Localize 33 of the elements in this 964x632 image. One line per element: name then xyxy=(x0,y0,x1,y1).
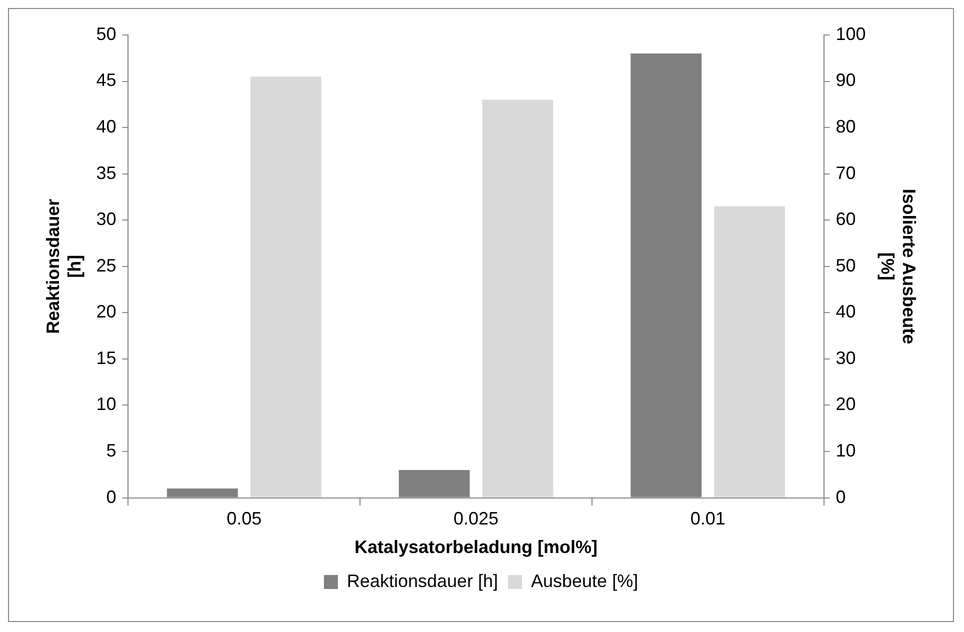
bar xyxy=(250,76,322,498)
x-tick-label: 0.05 xyxy=(226,508,262,529)
y2-tick-label: 60 xyxy=(836,209,856,230)
bar xyxy=(482,100,554,498)
legend-label: Reaktionsdauer [h] xyxy=(346,570,498,591)
y-tick-label: 0 xyxy=(106,486,116,507)
legend-label: Ausbeute [%] xyxy=(531,570,638,591)
y2-tick-label: 30 xyxy=(836,348,856,368)
x-axis-title: Katalysatorbeladung [mol%] xyxy=(354,537,598,558)
y2-tick-label: 100 xyxy=(836,24,866,44)
x-tick-label: 0.025 xyxy=(453,508,499,529)
y-tick-label: 5 xyxy=(106,440,116,460)
y-tick-label: 15 xyxy=(96,348,116,368)
y2-tick-label: 80 xyxy=(836,116,856,137)
bar xyxy=(714,206,786,498)
y2-axis-title: Isolierte Ausbeute [%] xyxy=(878,188,920,344)
y2-tick-label: 10 xyxy=(836,440,856,460)
y2-tick-label: 0 xyxy=(836,486,846,507)
y2-tick-label: 20 xyxy=(836,394,856,414)
x-tick-label: 0.01 xyxy=(690,508,726,529)
y-tick-label: 45 xyxy=(96,70,116,90)
y-tick-label: 10 xyxy=(96,394,116,414)
y2-tick-label: 50 xyxy=(836,255,856,276)
y-tick-label: 40 xyxy=(96,116,116,137)
y-tick-label: 35 xyxy=(96,162,116,183)
y2-tick-label: 70 xyxy=(836,162,856,183)
y2-tick-label: 90 xyxy=(836,70,856,90)
y-tick-label: 20 xyxy=(96,302,116,322)
y-axis-title: Reaktionsdauer [h] xyxy=(42,198,84,334)
y2-tick-label: 40 xyxy=(836,302,856,322)
y-tick-label: 25 xyxy=(96,255,116,276)
y-tick-label: 30 xyxy=(96,209,116,230)
y-tick-label: 50 xyxy=(96,24,116,44)
